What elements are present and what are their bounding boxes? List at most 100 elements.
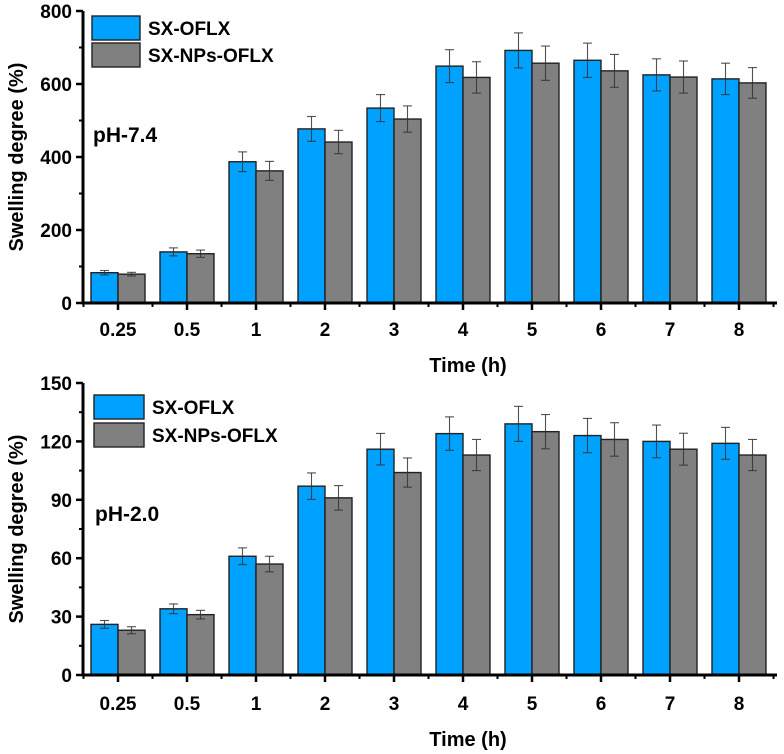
error-bar-sx-oflx-3	[376, 94, 385, 123]
y-tick-label: 600	[40, 75, 72, 96]
y-tick-label: 800	[40, 2, 72, 23]
bar-sx-nps-oflx-0.5	[186, 253, 215, 304]
error-bar-sx-nps-oflx-8	[748, 438, 757, 472]
error-bar-sx-nps-oflx-5	[541, 45, 550, 81]
x-tick-label: 1	[251, 320, 262, 341]
bar-sx-nps-oflx-5	[531, 430, 560, 676]
bar-sx-oflx-7	[642, 440, 671, 676]
error-bar-sx-nps-oflx-4	[472, 438, 481, 472]
bar-sx-nps-oflx-0.25	[117, 629, 146, 676]
x-tick-label: 0.25	[100, 694, 137, 715]
legend-swatch	[91, 15, 141, 41]
x-tick-label: 4	[458, 320, 469, 341]
bar-sx-oflx-5	[504, 423, 533, 676]
error-bar-sx-oflx-8	[721, 426, 730, 460]
bar-sx-oflx-4	[435, 65, 464, 304]
error-bar-sx-nps-oflx-7	[679, 432, 688, 466]
x-tick-label: 6	[596, 320, 607, 341]
bar-sx-nps-oflx-4	[462, 76, 491, 304]
x-tick-label: 7	[665, 320, 676, 341]
error-bar-sx-oflx-5	[514, 32, 523, 69]
error-bar-sx-oflx-0.25	[100, 619, 109, 629]
bar-sx-oflx-1	[228, 555, 257, 676]
bar-sx-nps-oflx-2	[324, 497, 353, 676]
ph-annotation: pH-7.4	[93, 124, 158, 147]
legend-label: SX-NPs-OFLX	[152, 426, 278, 447]
bar-sx-nps-oflx-8	[738, 454, 767, 676]
bar-sx-oflx-0.25	[90, 272, 119, 304]
x-tick-label: 3	[389, 694, 400, 715]
legend: SX-OFLX SX-NPs-OFLX	[91, 15, 274, 68]
x-tick-label: 5	[527, 694, 538, 715]
error-bar-sx-oflx-1	[238, 151, 247, 173]
bar-sx-oflx-5	[504, 49, 533, 304]
x-tick-label: 2	[320, 694, 331, 715]
bar-sx-nps-oflx-0.25	[117, 273, 146, 304]
chart-ph-7-4: 0 200 400 600 800 0.25 0.5 1 2 3 4 5 6 7 8 Time (h) Swel…	[6, 2, 777, 377]
bar-sx-nps-oflx-1	[255, 170, 284, 304]
bar-sx-nps-oflx-8	[738, 82, 767, 304]
error-bar-sx-oflx-4	[445, 49, 454, 84]
x-tick-label: 6	[596, 694, 607, 715]
x-axis-title: Time (h)	[429, 729, 506, 751]
bar-sx-oflx-7	[642, 74, 671, 304]
bar-sx-oflx-0.5	[159, 251, 188, 304]
bar-sx-oflx-3	[366, 448, 395, 676]
y-tick-label: 30	[51, 608, 72, 629]
y-axis-title: Swelling degree (%)	[6, 435, 28, 624]
y-tick-label: 60	[51, 549, 72, 570]
bar-sx-nps-oflx-3	[393, 471, 422, 676]
bar-sx-oflx-3	[366, 107, 395, 304]
bar-sx-oflx-2	[297, 485, 326, 676]
x-tick-label: 0.25	[100, 320, 137, 341]
bar-sx-oflx-0.25	[90, 623, 119, 676]
error-bar-sx-oflx-8	[721, 62, 730, 96]
error-bar-sx-nps-oflx-3	[403, 105, 412, 133]
legend-swatch	[91, 42, 141, 68]
legend: SX-OFLX SX-NPs-OFLX	[93, 394, 278, 448]
error-bar-sx-nps-oflx-0.25	[127, 271, 136, 277]
x-tick-label: 7	[665, 694, 676, 715]
x-tick-label: 2	[320, 320, 331, 341]
error-bar-sx-oflx-5	[514, 405, 523, 442]
x-axis-title: Time (h)	[429, 355, 506, 377]
error-bar-sx-oflx-7	[652, 424, 661, 459]
error-bar-sx-nps-oflx-0.5	[196, 609, 205, 620]
chart-ph-2-0: 0 30 60 90 120 150 0.25 0.5 1 2 3 4 5 6 7 8 Time (h) Swel…	[6, 374, 777, 751]
y-tick-label: 120	[40, 432, 72, 453]
bar-sx-nps-oflx-6	[600, 70, 629, 304]
y-axis-title: Swelling degree (%)	[6, 63, 28, 252]
y-tick-label: 150	[40, 374, 72, 395]
error-bar-sx-nps-oflx-4	[472, 61, 481, 94]
error-bar-sx-nps-oflx-1	[265, 160, 274, 181]
error-bar-sx-oflx-2	[307, 472, 316, 500]
bar-sx-nps-oflx-6	[600, 438, 629, 676]
error-bar-sx-nps-oflx-3	[403, 457, 412, 488]
error-bar-sx-oflx-2	[307, 115, 316, 142]
bar-sx-oflx-2	[297, 128, 326, 304]
bar-sx-oflx-6	[573, 434, 602, 676]
ph-annotation: pH-2.0	[95, 503, 159, 526]
x-tick-label: 8	[734, 694, 745, 715]
bar-sx-nps-oflx-3	[393, 118, 422, 304]
error-bar-sx-oflx-1	[238, 547, 247, 566]
bar-sx-nps-oflx-0.5	[186, 613, 215, 676]
error-bar-sx-nps-oflx-1	[265, 555, 274, 573]
x-tick-label: 1	[251, 694, 262, 715]
bar-sx-nps-oflx-4	[462, 454, 491, 676]
bar-sx-nps-oflx-5	[531, 62, 560, 304]
error-bar-sx-nps-oflx-0.5	[196, 249, 205, 258]
y-tick-label: 200	[40, 221, 72, 242]
error-bar-sx-oflx-6	[583, 417, 592, 454]
bar-sx-nps-oflx-7	[669, 76, 698, 304]
legend-label: SX-OFLX	[152, 398, 235, 419]
error-bar-sx-oflx-0.25	[100, 269, 109, 276]
error-bar-sx-nps-oflx-5	[541, 413, 550, 450]
bar-sx-oflx-6	[573, 59, 602, 304]
legend-label: SX-NPs-OFLX	[148, 46, 274, 67]
error-bar-sx-nps-oflx-6	[610, 422, 619, 457]
error-bar-sx-oflx-7	[652, 58, 661, 92]
legend-label: SX-OFLX	[148, 19, 231, 40]
bar-sx-oflx-0.5	[159, 608, 188, 676]
